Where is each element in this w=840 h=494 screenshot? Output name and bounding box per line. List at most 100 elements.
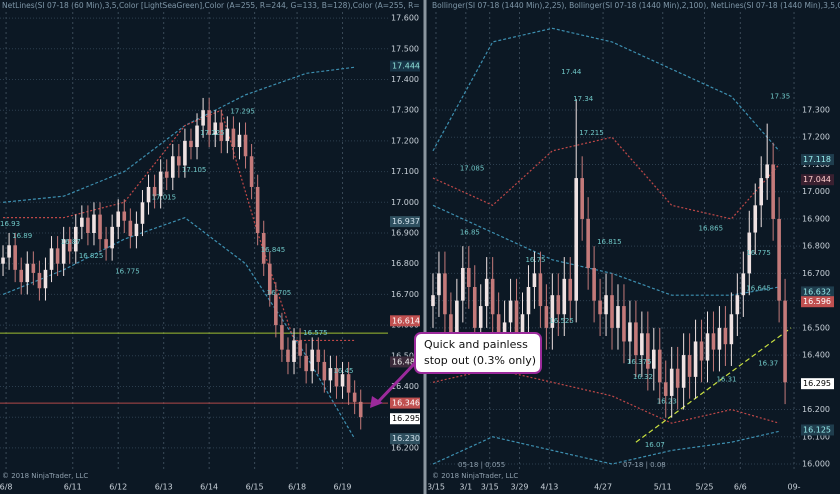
panel-header: Bollinger(SI 07-18 (1440 Min),2,25), Bol… — [432, 1, 840, 10]
price-label: 16.775 — [115, 267, 140, 275]
indicator-line — [3, 109, 355, 342]
period-label: 05-18 | 0.055 — [458, 461, 505, 469]
candle-body — [449, 314, 453, 334]
y-tick-label: 16.900 — [391, 229, 419, 238]
price-label: 16.845 — [261, 246, 286, 254]
y-tick-label: 17.200 — [802, 133, 830, 142]
indicator-line — [635, 327, 792, 443]
x-tick-label: 3/29 — [511, 483, 529, 492]
price-label: 16.37 — [758, 359, 778, 367]
candle-body — [128, 220, 133, 237]
y-tick-label: 17.600 — [391, 14, 419, 23]
x-tick-label: 3/15 — [481, 483, 499, 492]
callout-arrow — [376, 360, 418, 404]
candle-body — [243, 134, 248, 157]
x-tick-label: 5/25 — [696, 483, 714, 492]
x-tick-label: 4/13 — [540, 483, 558, 492]
price-marker — [801, 378, 834, 390]
indicator-line — [432, 27, 780, 152]
price-label: 16.87 — [61, 238, 81, 246]
candle-body — [225, 128, 230, 141]
price-marker-label: 16.632 — [803, 287, 831, 296]
candle-body — [358, 401, 363, 418]
candle-body — [478, 306, 483, 328]
y-tick-label: 16.100 — [802, 432, 830, 441]
y-tick-label: 16.700 — [802, 269, 830, 278]
price-label: 16.07 — [645, 441, 665, 449]
candle-body — [61, 239, 66, 264]
period-label: 07-18 | 0.08 — [623, 461, 666, 469]
candle-body — [455, 300, 459, 334]
y-tick-label: 16.400 — [802, 351, 830, 360]
candle-body — [705, 333, 710, 361]
x-tick-label: 3/15 — [427, 483, 445, 492]
price-marker — [801, 286, 834, 298]
callout-text: stop out (0.3% only) — [424, 354, 536, 367]
candle-body — [610, 295, 614, 328]
candle-body — [249, 156, 254, 187]
candle-body — [37, 272, 42, 289]
y-tick-label: 17.400 — [391, 75, 419, 84]
price-marker — [801, 154, 834, 166]
callout-text: Quick and painless — [424, 338, 528, 351]
candle-body — [431, 295, 435, 307]
candle-body — [7, 245, 11, 258]
candle-body — [568, 278, 573, 301]
y-tick-label: 17.300 — [802, 106, 830, 115]
price-label: 16.525 — [549, 317, 574, 325]
price-label: 17.105 — [182, 166, 207, 174]
price-label: 16.31 — [716, 376, 736, 384]
y-tick-label: 17.100 — [391, 167, 419, 176]
candle-body — [604, 295, 608, 315]
price-marker — [801, 424, 834, 436]
price-marker — [801, 174, 834, 186]
price-marker — [390, 413, 420, 425]
candle-body — [616, 306, 620, 328]
price-label: 16.645 — [746, 284, 771, 292]
candle-body — [19, 269, 24, 283]
x-tick-label: 6/18 — [288, 483, 306, 492]
candle-body — [261, 233, 266, 264]
price-label: 16.75 — [525, 256, 545, 264]
y-tick-label: 16.000 — [802, 460, 830, 469]
candle-body — [104, 239, 108, 249]
candle-body — [759, 178, 764, 206]
candle-body — [13, 245, 17, 270]
candle-body — [687, 355, 692, 377]
indicator-line — [432, 136, 780, 220]
y-tick-label: 16.500 — [391, 351, 419, 360]
candle-body — [146, 186, 151, 203]
panel-left: 17.600 17.500 17.400 17.300 17.200 17.100 17.0… — [0, 1, 420, 492]
price-marker-label: 16.596 — [803, 297, 831, 306]
candle-body — [134, 223, 139, 237]
candle-body — [122, 211, 127, 221]
y-tick-label: 16.900 — [802, 214, 830, 223]
price-label: 16.865 — [699, 224, 724, 232]
price-label: 16.85 — [460, 229, 480, 237]
price-label: 17.295 — [230, 108, 255, 116]
price-label: 17.44 — [561, 68, 582, 76]
x-tick-label: 6/11 — [64, 483, 82, 492]
price-marker — [390, 397, 420, 409]
price-label: 16.575 — [303, 329, 328, 337]
x-tick-label: 4/27 — [594, 483, 612, 492]
candle-body — [86, 217, 90, 234]
y-tick-label: 16.200 — [391, 443, 419, 452]
candle-body — [43, 269, 48, 289]
x-tick-label: 6/6 — [734, 483, 747, 492]
price-marker-label: 17.044 — [803, 175, 831, 184]
x-tick-label: 5/11 — [654, 483, 672, 492]
price-label: 17.34 — [573, 95, 594, 103]
candle-body — [322, 361, 327, 381]
x-tick-label: 6/13 — [155, 483, 173, 492]
candle-body — [747, 232, 752, 274]
price-marker-label: 17.118 — [803, 155, 831, 164]
candle-body — [520, 314, 525, 334]
candle-body — [741, 273, 746, 296]
candle-body — [443, 273, 447, 315]
candle-body — [316, 349, 321, 362]
price-label: 17.225 — [200, 129, 225, 137]
y-tick-label: 17.500 — [391, 44, 419, 53]
callout: Quick and painless stop out (0.3% only) — [370, 332, 542, 408]
